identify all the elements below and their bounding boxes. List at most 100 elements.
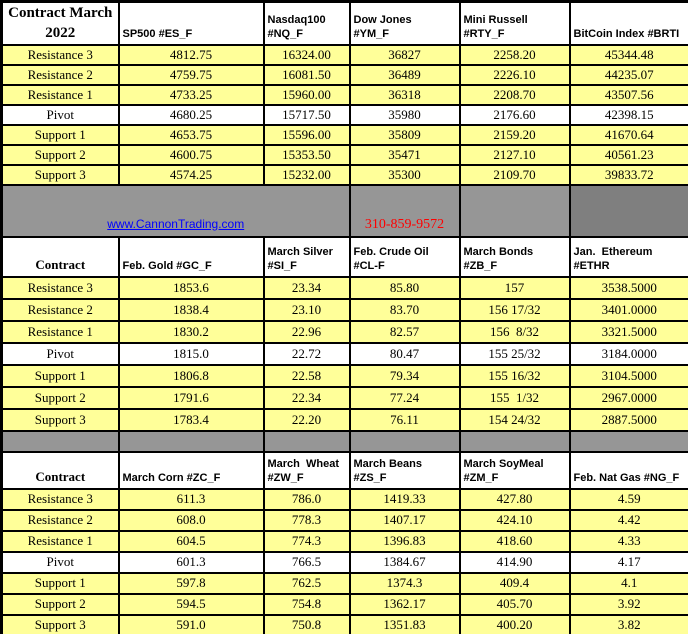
table-row: Support 1 1806.8 22.58 79.34 155 16/32 3…	[0, 363, 688, 388]
column-header: March Silver #SI_F	[262, 235, 351, 278]
value-cell: 16324.00	[262, 43, 351, 66]
section-title-cell: Contract March 2022	[0, 0, 120, 46]
table-row: Support 2 4600.75 15353.50 35471 2127.10…	[0, 143, 688, 166]
value-cell: 80.47	[348, 341, 461, 366]
value-cell: 22.96	[262, 319, 351, 344]
value-cell: 1419.33	[348, 487, 461, 511]
value-cell: 608.0	[117, 508, 265, 532]
value-cell: 23.34	[262, 275, 351, 300]
column-header: Jan. Ethereum #ETHR	[568, 235, 688, 278]
value-cell: 1384.67	[348, 550, 461, 574]
row-label: Resistance 2	[0, 297, 120, 322]
row-label: Resistance 2	[0, 63, 120, 86]
website-link[interactable]: www.CannonTrading.com	[107, 216, 245, 231]
value-cell: 4680.25	[117, 103, 265, 126]
value-cell: 35471	[348, 143, 461, 166]
header-row: Contract March 2022 SP500 #ES_F Nasdaq10…	[0, 0, 688, 46]
column-header: March Beans #ZS_F	[348, 450, 461, 490]
table-row: Pivot 1815.0 22.72 80.47 155 25/32 3184.…	[0, 341, 688, 366]
value-cell: 40561.23	[568, 143, 688, 166]
table-row: Support 3 591.0 750.8 1351.83 400.20 3.8…	[0, 613, 688, 634]
row-label: Resistance 3	[0, 275, 120, 300]
band-cell	[568, 183, 688, 238]
row-label: Pivot	[0, 103, 120, 126]
value-cell: 15717.50	[262, 103, 351, 126]
value-cell: 414.90	[458, 550, 571, 574]
column-header: SP500 #ES_F	[117, 0, 265, 46]
value-cell: 155 1/32	[458, 385, 571, 410]
value-cell: 156 8/32	[458, 319, 571, 344]
header-row: Contract Feb. Gold #GC_F March Silver #S…	[0, 235, 688, 278]
row-label: Resistance 3	[0, 487, 120, 511]
table-row: Resistance 2 608.0 778.3 1407.17 424.10 …	[0, 508, 688, 532]
band-cell	[568, 429, 688, 453]
value-cell: 2967.0000	[568, 385, 688, 410]
band-cell	[458, 183, 571, 238]
value-cell: 2887.5000	[568, 407, 688, 432]
value-cell: 1806.8	[117, 363, 265, 388]
value-cell: 4653.75	[117, 123, 265, 146]
band-cell: www.CannonTrading.com	[0, 183, 351, 238]
table-row: Resistance 1 1830.2 22.96 82.57 156 8/32…	[0, 319, 688, 344]
value-cell: 1815.0	[117, 341, 265, 366]
row-label: Resistance 3	[0, 43, 120, 66]
value-cell: 79.34	[348, 363, 461, 388]
value-cell: 35980	[348, 103, 461, 126]
value-cell: 43507.56	[568, 83, 688, 106]
value-cell: 4.1	[568, 571, 688, 595]
row-label: Support 2	[0, 592, 120, 616]
table-row: Resistance 1 4733.25 15960.00 36318 2208…	[0, 83, 688, 106]
value-cell: 3321.5000	[568, 319, 688, 344]
table-row: Resistance 2 1838.4 23.10 83.70 156 17/3…	[0, 297, 688, 322]
value-cell: 3.92	[568, 592, 688, 616]
value-cell: 591.0	[117, 613, 265, 634]
row-label: Resistance 1	[0, 83, 120, 106]
value-cell: 15232.00	[262, 163, 351, 186]
value-cell: 611.3	[117, 487, 265, 511]
value-cell: 750.8	[262, 613, 351, 634]
value-cell: 22.72	[262, 341, 351, 366]
value-cell: 1362.17	[348, 592, 461, 616]
band-cell	[0, 429, 120, 453]
phone-number: 310-859-9572	[364, 216, 445, 232]
value-cell: 4733.25	[117, 83, 265, 106]
value-cell: 3.82	[568, 613, 688, 634]
value-cell: 1838.4	[117, 297, 265, 322]
value-cell: 1407.17	[348, 508, 461, 532]
table-row: Support 3 1783.4 22.20 76.11 154 24/32 2…	[0, 407, 688, 432]
value-cell: 4574.25	[117, 163, 265, 186]
row-label: Support 1	[0, 123, 120, 146]
table-row: Pivot 601.3 766.5 1384.67 414.90 4.17	[0, 550, 688, 574]
value-cell: 1396.83	[348, 529, 461, 553]
value-cell: 1783.4	[117, 407, 265, 432]
value-cell: 36489	[348, 63, 461, 86]
value-cell: 35300	[348, 163, 461, 186]
row-label: Resistance 1	[0, 319, 120, 344]
column-header: BitCoin Index #BRTI	[568, 0, 688, 46]
value-cell: 766.5	[262, 550, 351, 574]
band-cell	[458, 429, 571, 453]
value-cell: 2159.20	[458, 123, 571, 146]
value-cell: 1374.3	[348, 571, 461, 595]
row-label: Pivot	[0, 341, 120, 366]
value-cell: 2258.20	[458, 43, 571, 66]
value-cell: 4812.75	[117, 43, 265, 66]
column-header: Dow Jones #YM_F	[348, 0, 461, 46]
value-cell: 4.17	[568, 550, 688, 574]
value-cell: 2226.10	[458, 63, 571, 86]
column-header: March Wheat #ZW_F	[262, 450, 351, 490]
separator-band: www.CannonTrading.com 310-859-9572	[0, 183, 688, 238]
value-cell: 597.8	[117, 571, 265, 595]
value-cell: 39833.72	[568, 163, 688, 186]
section-title-cell: Contract	[0, 235, 120, 278]
value-cell: 418.60	[458, 529, 571, 553]
value-cell: 400.20	[458, 613, 571, 634]
row-label: Support 2	[0, 385, 120, 410]
row-label: Support 1	[0, 363, 120, 388]
table-row: Support 2 594.5 754.8 1362.17 405.70 3.9…	[0, 592, 688, 616]
value-cell: 42398.15	[568, 103, 688, 126]
value-cell: 778.3	[262, 508, 351, 532]
column-header: Feb. Gold #GC_F	[117, 235, 265, 278]
